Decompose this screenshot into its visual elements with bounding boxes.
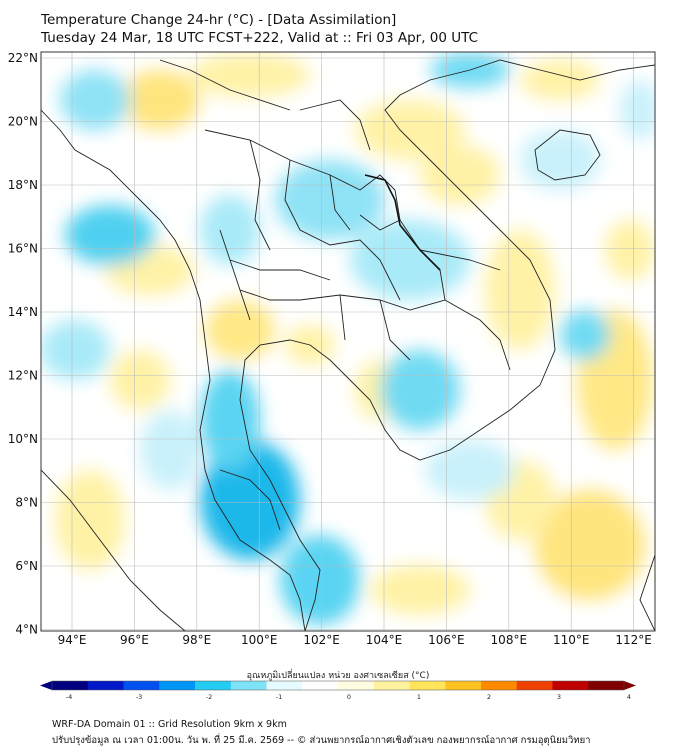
latitude-label: 6°N	[15, 559, 38, 573]
longitude-label: 108°E	[491, 633, 528, 647]
map-frame	[40, 51, 656, 632]
colorbar	[40, 680, 636, 691]
latitude-label: 22°N	[8, 51, 38, 65]
latitude-label: 20°N	[8, 115, 38, 129]
longitude-label: 110°E	[553, 633, 590, 647]
longitude-axis: 94°E 96°E 98°E 100°E 102°E 104°E 106°E 108°E 110…	[58, 633, 652, 647]
colorbar-label: อุณหภูมิเปลี่ยนแปลง หน่วย องศาเซลเซียส (…	[246, 671, 430, 681]
latitude-label: 10°N	[8, 432, 38, 446]
longitude-label: 112°E	[615, 633, 652, 647]
colorbar-swatch	[87, 681, 124, 690]
latitude-axis: 22°N 20°N 18°N 16°N 14°N 12°N 10°N 8°N 6°N 4°N	[8, 51, 38, 637]
longitude-label: 106°E	[428, 633, 465, 647]
graticule	[41, 52, 655, 631]
colorbar-ticks: -4 -3 -2 -1 0 1 2 3 4	[66, 693, 631, 701]
colorbar-tick-label: 3	[557, 693, 561, 701]
longitude-label: 100°E	[241, 633, 278, 647]
colorbar-outline	[51, 680, 625, 691]
coastlines-and-borders	[41, 59, 655, 631]
longitude-label: 98°E	[182, 633, 211, 647]
colorbar-tick-label: 1	[417, 693, 421, 701]
colorbar-min-extend	[40, 681, 52, 690]
colorbar-swatch	[516, 681, 553, 690]
colorbar-swatch	[52, 681, 89, 690]
model-info: WRF-DA Domain 01 :: Grid Resolution 9km …	[52, 719, 287, 730]
colorbar-tick-label: -3	[136, 693, 142, 701]
colorbar-swatch	[445, 681, 482, 690]
colorbar-swatch	[588, 681, 625, 690]
colorbar-tick-label: 4	[627, 693, 631, 701]
credit-line: ปรับปรุงข้อมูล ณ เวลา 01:00น. วัน พ. ที่…	[52, 735, 591, 746]
colorbar-swatch	[481, 681, 518, 690]
longitude-label: 102°E	[303, 633, 340, 647]
colorbar-tick-label: -1	[276, 693, 282, 701]
latitude-label: 4°N	[15, 623, 38, 637]
latitude-label: 8°N	[15, 496, 38, 510]
map-title: Temperature Change 24-hr (°C) - [Data As…	[41, 12, 397, 28]
colorbar-swatch	[552, 681, 589, 690]
colorbar-swatch	[302, 681, 339, 690]
longitude-label: 104°E	[366, 633, 403, 647]
laos-thailand-border	[364, 174, 441, 271]
colorbar-swatch	[373, 681, 410, 690]
latitude-label: 18°N	[8, 178, 38, 192]
colorbar-swatch	[230, 681, 267, 690]
temperature-field	[41, 52, 655, 631]
colorbar-swatch	[266, 681, 303, 690]
longitude-label: 94°E	[58, 633, 87, 647]
colorbar-tick-label: 2	[487, 693, 491, 701]
colorbar-swatch	[123, 681, 160, 690]
colorbar-swatch	[338, 681, 375, 690]
colorbar-swatch	[409, 681, 446, 690]
colorbar-swatch	[195, 681, 232, 690]
latitude-label: 12°N	[8, 369, 38, 383]
colorbar-tick-label: -2	[206, 693, 212, 701]
longitude-label: 96°E	[120, 633, 149, 647]
latitude-label: 16°N	[8, 242, 38, 256]
colorbar-max-extend	[624, 681, 636, 690]
latitude-label: 14°N	[8, 305, 38, 319]
map-subtitle: Tuesday 24 Mar, 18 UTC FCST+222, Valid a…	[41, 30, 479, 46]
colorbar-tick-label: -4	[66, 693, 72, 701]
colorbar-swatch	[159, 681, 196, 690]
colorbar-tick-label: 0	[347, 693, 351, 701]
